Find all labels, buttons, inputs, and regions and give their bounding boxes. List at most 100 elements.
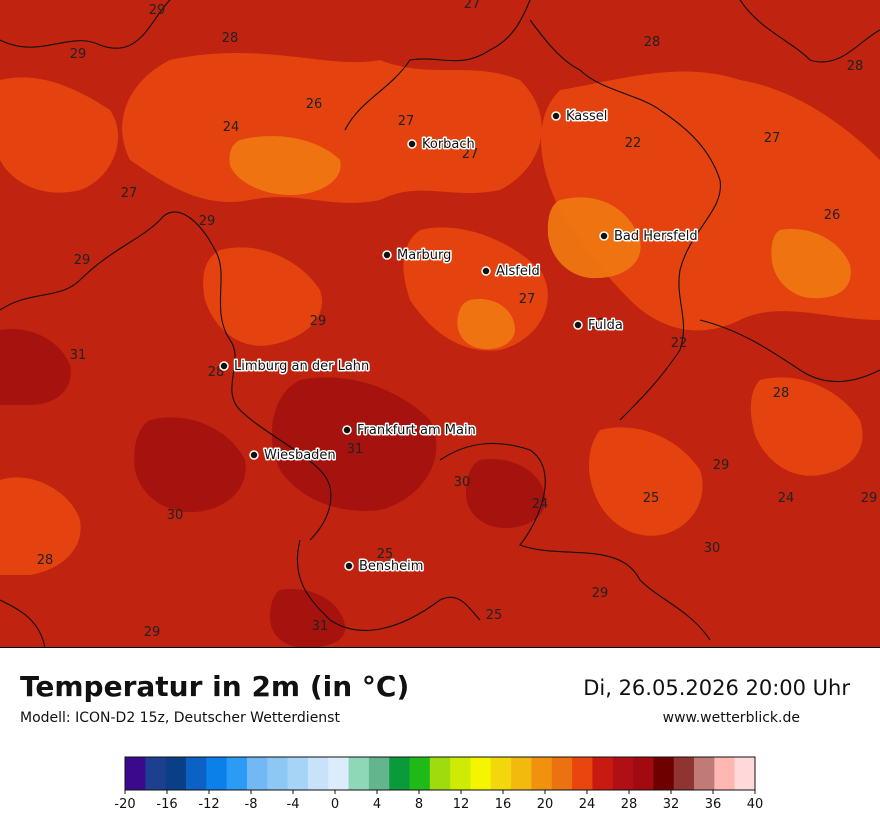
city-marker: Bad Hersfeld xyxy=(599,228,699,246)
temperature-field xyxy=(203,247,322,346)
legend-swatch xyxy=(714,757,736,790)
temperature-value: 29 xyxy=(592,586,609,601)
temperature-field xyxy=(270,589,346,647)
legend-swatch xyxy=(450,757,471,790)
legend-swatch xyxy=(328,757,349,790)
city-dot xyxy=(573,320,583,330)
legend-tick-label: 32 xyxy=(663,797,680,812)
temperature-field xyxy=(0,477,81,575)
temperature-grid-labels: 29 27 28 28 28 29 26 24 27 27 22 27 27 29 26 29 27 27 22 29… xyxy=(37,0,878,640)
temperature-value: 29 xyxy=(199,214,216,229)
city-marker: Korbach xyxy=(407,136,476,154)
temperature-field xyxy=(588,427,703,536)
temperature-value: 28 xyxy=(222,31,239,46)
temperature-value: 31 xyxy=(70,348,87,363)
legend-swatch xyxy=(612,757,634,790)
temperature-value: 29 xyxy=(861,491,878,506)
legend-swatch xyxy=(287,757,309,790)
legend-swatch xyxy=(307,757,329,790)
legend-tick-label: 24 xyxy=(579,797,596,812)
temperature-value: 27 xyxy=(589,317,606,332)
city-markers: Kassel Korbach Bad Hersfeld Marburg Alsfeld F… xyxy=(219,108,699,576)
legend-tick-label: 36 xyxy=(705,797,722,812)
forecast-datetime: Di, 26.05.2026 20:00 Uhr xyxy=(583,676,850,700)
temperature-value: 30 xyxy=(167,508,184,523)
temperature-value: 27 xyxy=(764,131,781,146)
legend-tick-label: 40 xyxy=(747,797,764,812)
city-dot xyxy=(551,111,561,121)
legend-swatch xyxy=(267,757,288,790)
legend-tick-label: 20 xyxy=(537,797,554,812)
website-credit: www.wetterblick.de xyxy=(662,710,800,726)
legend-swatch xyxy=(409,757,431,790)
legend-swatch xyxy=(246,757,268,790)
legend-swatch xyxy=(145,757,167,790)
legend-swatch xyxy=(368,757,390,790)
city-dot xyxy=(382,250,392,260)
city-dot xyxy=(599,231,609,241)
legend-swatch xyxy=(165,757,187,790)
temperature-value: 28 xyxy=(847,59,864,74)
temperature-field xyxy=(0,77,119,193)
border-line xyxy=(529,19,721,421)
city-label: Bensheim xyxy=(359,559,423,574)
temperature-field xyxy=(457,299,515,350)
temperature-field xyxy=(122,52,542,203)
temperature-field xyxy=(466,459,546,528)
map-footer: Temperatur in 2m (in °C) Modell: ICON-D2… xyxy=(0,648,880,830)
temperature-value: 27 xyxy=(462,147,479,162)
legend-swatch xyxy=(226,757,248,790)
city-marker: Bensheim xyxy=(344,558,425,576)
city-marker: Marburg xyxy=(382,247,453,265)
legend-swatch xyxy=(125,757,146,790)
color-legend: -20 -16 -12 -8 -4 0 4 8 12 16 20 24 28 32 36 40 xyxy=(114,756,763,812)
temperature-value: 24 xyxy=(778,491,795,506)
border-line xyxy=(344,0,531,131)
border-line xyxy=(0,211,332,541)
city-label: Limburg an der Lahn xyxy=(234,359,369,374)
city-label: Kassel xyxy=(566,109,607,124)
legend-swatch xyxy=(389,757,410,790)
legend-tick-label: -8 xyxy=(245,797,258,812)
legend-swatch xyxy=(429,757,451,790)
temperature-value: 29 xyxy=(713,458,730,473)
legend-swatch xyxy=(490,757,512,790)
city-marker: Frankfurt am Main xyxy=(342,422,477,440)
city-marker: Alsfeld xyxy=(481,263,541,281)
temperature-value: 27 xyxy=(464,0,481,12)
legend-ticks: -20 -16 -12 -8 -4 0 4 8 12 16 20 24 28 32 36 40 xyxy=(114,790,763,812)
city-marker: Fulda xyxy=(573,317,624,335)
temperature-value: 28 xyxy=(644,35,661,50)
legend-tick-label: 0 xyxy=(331,797,339,812)
legend-swatch xyxy=(470,757,492,790)
city-dot xyxy=(344,561,354,571)
legend-swatch xyxy=(694,757,715,790)
legend-swatch xyxy=(653,757,675,790)
city-label: Alsfeld xyxy=(496,264,540,279)
temperature-field xyxy=(229,136,341,195)
temperature-value: 29 xyxy=(310,314,327,329)
city-dot xyxy=(407,139,417,149)
city-label: Korbach xyxy=(422,137,475,152)
city-dot xyxy=(342,425,352,435)
border-line xyxy=(296,539,481,631)
border-line xyxy=(699,319,880,383)
city-label: Frankfurt am Main xyxy=(357,423,476,438)
temperature-value: 27 xyxy=(398,114,415,129)
map-canvas: 29 27 28 28 28 29 26 24 27 27 22 27 27 29 26 29 27 27 22 29… xyxy=(0,0,880,647)
legend-tick-label: -20 xyxy=(114,797,135,812)
legend-tick-label: 12 xyxy=(453,797,470,812)
legend-swatch xyxy=(572,757,593,790)
temperature-value: 22 xyxy=(625,136,642,151)
temperature-field xyxy=(0,329,71,405)
legend-frame xyxy=(124,756,756,791)
map-title: Temperatur in 2m (in °C) xyxy=(20,670,410,703)
legend-swatch xyxy=(531,757,553,790)
temperature-value: 25 xyxy=(643,491,660,506)
temperature-field xyxy=(547,197,641,279)
city-label: Marburg xyxy=(397,248,451,263)
border-line xyxy=(439,442,711,641)
legend-tick-label: 28 xyxy=(621,797,638,812)
legend-swatch xyxy=(673,757,695,790)
temperature-value: 25 xyxy=(377,547,394,562)
